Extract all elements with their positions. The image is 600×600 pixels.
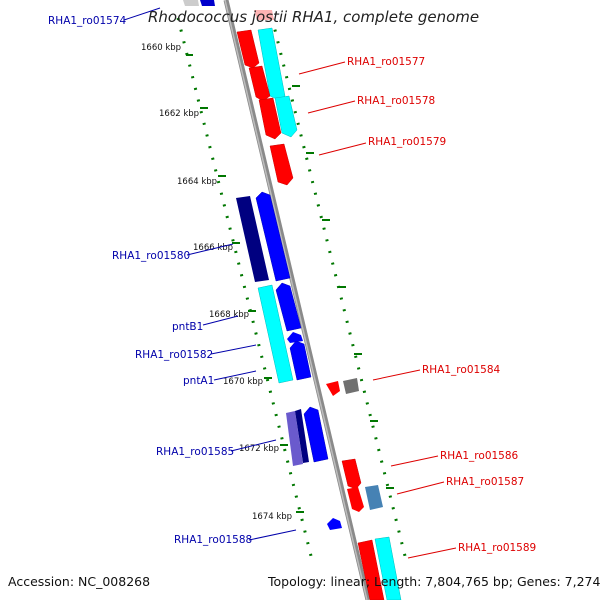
gene-ro01579: [269, 143, 294, 186]
gene-ro01583: [326, 381, 340, 396]
gene-ro01578a: [258, 97, 282, 140]
reverse-gene-group-1: [236, 191, 312, 384]
gene-ro01576-pale: [254, 10, 274, 20]
gene-label-left[interactable]: RHA1_ro01574: [48, 15, 127, 27]
tick-label: 1674 kbp: [252, 512, 292, 522]
gene-label-right[interactable]: RHA1_ro01579: [368, 136, 446, 148]
gene-ro01589a: [357, 539, 385, 600]
gene-ro01585-slate: [286, 411, 303, 466]
gene-label-left[interactable]: RHA1_ro01582: [135, 349, 213, 361]
forward-gene-group-2: [341, 458, 402, 600]
gene-label-right[interactable]: RHA1_ro01587: [446, 476, 524, 488]
gene-ro01580-navy: [236, 196, 269, 282]
gene-label-right[interactable]: RHA1_ro01578: [357, 95, 435, 107]
gene-label-right[interactable]: RHA1_ro01586: [440, 450, 519, 462]
tick-label: 1668 kbp: [209, 310, 249, 320]
gene-ro01585: [303, 406, 329, 463]
gene-ro01587: [365, 485, 383, 510]
genome-backbone-highlight: [224, 0, 368, 600]
gene-ro01575: [236, 29, 260, 69]
genome-backbone: [223, 0, 371, 600]
gene-ro01586b: [347, 487, 364, 512]
tick-label: 1664 kbp: [177, 177, 217, 187]
gene-label-left[interactable]: pntA1: [183, 375, 214, 387]
reverse-gene-group-2: [286, 406, 342, 530]
gene-label-left[interactable]: RHA1_ro01588: [174, 534, 252, 546]
gene-ro01574: [200, 0, 215, 6]
gene-ro01584: [343, 378, 359, 394]
gene-label-right[interactable]: RHA1_ro01577: [347, 56, 425, 68]
gene-pntB1-cyan: [257, 284, 294, 384]
gene-label-right[interactable]: RHA1_ro01584: [422, 364, 501, 376]
right-leader-lines: [298, 61, 457, 559]
gene-pntB1: [275, 282, 302, 332]
left-leader-lines: [123, 7, 297, 541]
tick-label: 1662 kbp: [159, 109, 199, 119]
scale-major-ticks: [186, 54, 394, 513]
topology-text: Topology: linear; Length: 7,804,765 bp; …: [268, 574, 600, 589]
forward-gene-group-1: [236, 27, 298, 186]
tick-label: 1670 kbp: [223, 377, 263, 387]
gene-label-left[interactable]: RHA1_ro01585: [156, 446, 234, 458]
gene-ro01577: [248, 65, 271, 102]
tick-label: 1672 kbp: [239, 444, 279, 454]
gene-ro01582: [287, 332, 303, 343]
tick-label: 1666 kbp: [193, 243, 233, 253]
gene-pntA1: [289, 340, 312, 381]
gene-ro01578b: [274, 95, 298, 138]
gene-ro01589b: [374, 536, 402, 600]
genome-title: Rhodococcus jostii RHA1, complete genome: [148, 8, 480, 26]
gene-ro01580: [255, 191, 291, 282]
gene-label-right[interactable]: RHA1_ro01589: [458, 542, 536, 554]
gene-label-left[interactable]: RHA1_ro01580: [112, 250, 190, 262]
accession-text: Accession: NC_008268: [8, 574, 151, 589]
gene-ro01574-pale: [183, 0, 199, 6]
tick-label: 1660 kbp: [141, 43, 181, 53]
gene-ro01585-navy: [295, 409, 309, 463]
gene-label-left[interactable]: pntB1: [172, 321, 203, 333]
gene-ro01588: [327, 518, 342, 530]
gene-ro01586: [341, 458, 362, 490]
